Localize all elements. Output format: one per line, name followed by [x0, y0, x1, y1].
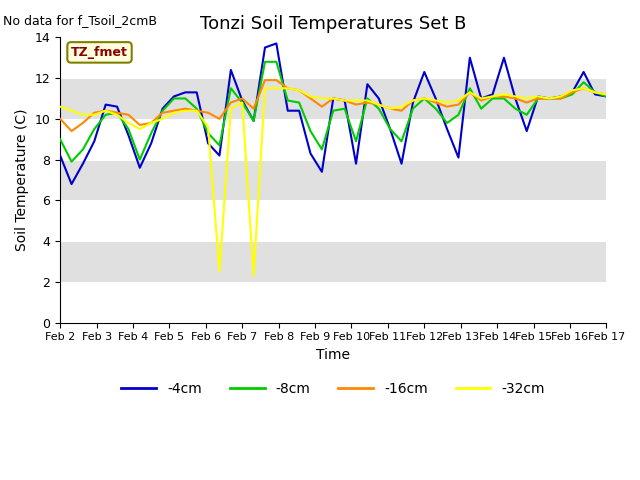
Title: Tonzi Soil Temperatures Set B: Tonzi Soil Temperatures Set B: [200, 15, 467, 33]
Bar: [60, 37, 606, 78]
Legend: -4cm, -8cm, -16cm, -32cm: -4cm, -8cm, -16cm, -32cm: [116, 376, 550, 401]
Text: TZ_fmet: TZ_fmet: [71, 46, 128, 59]
Bar: [60, 282, 606, 323]
X-axis label: Time: Time: [316, 348, 350, 362]
Bar: [60, 119, 606, 160]
Y-axis label: Soil Temperature (C): Soil Temperature (C): [15, 109, 29, 251]
Bar: [60, 200, 606, 241]
Text: No data for f_Tsoil_2cmB: No data for f_Tsoil_2cmB: [3, 14, 157, 27]
